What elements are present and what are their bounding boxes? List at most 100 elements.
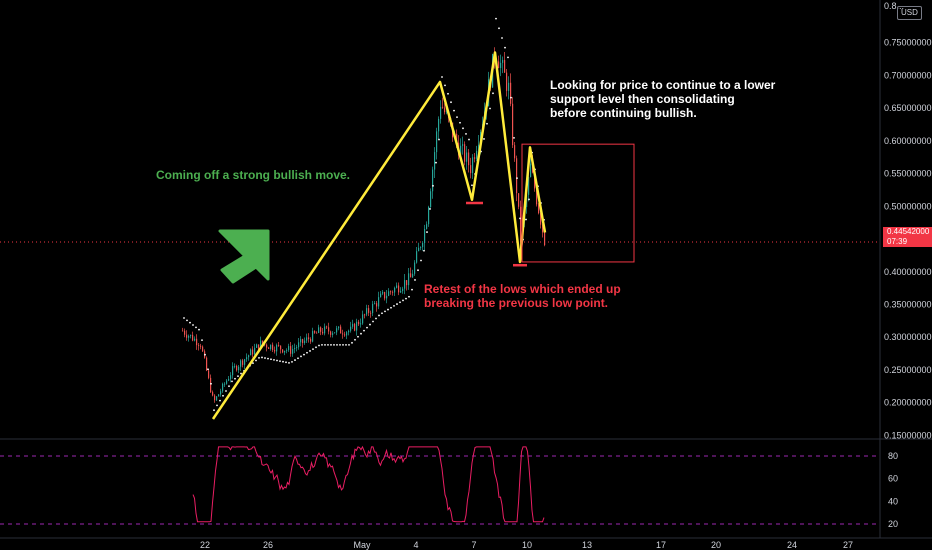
time-tick-label: 7 [471, 540, 476, 550]
candle-body [352, 323, 354, 327]
candle-body [542, 224, 544, 233]
sar-dot [435, 161, 437, 164]
sar-dot [363, 329, 365, 332]
candles [182, 47, 546, 403]
sar-dot [267, 357, 269, 360]
sar-dot [195, 326, 197, 329]
price-tick-label: 0.50000000 [884, 201, 932, 211]
candle-body [294, 348, 296, 349]
sar-dot [210, 382, 212, 385]
sar-dot [231, 380, 233, 383]
sar-dot [225, 390, 227, 392]
candle-body [232, 366, 234, 376]
candle-body [220, 391, 222, 395]
candle-body [506, 72, 508, 91]
candle-body [498, 61, 500, 69]
sar-dot [483, 138, 485, 140]
sar-dot [336, 343, 338, 346]
candle-body [540, 213, 542, 225]
sar-dot [468, 138, 470, 141]
price-tick-label: 0.25000000 [884, 365, 932, 375]
candle-body [408, 273, 410, 286]
sar-dot [387, 308, 389, 311]
sar-dot [525, 218, 527, 221]
candle-body [246, 357, 248, 360]
sar-dot [348, 343, 350, 346]
sar-dot [498, 27, 500, 30]
sar-dot [285, 361, 287, 364]
candle-body [228, 378, 230, 381]
candle-body [198, 345, 200, 346]
sar-dot [255, 359, 257, 362]
candle-body [446, 111, 448, 113]
candle-body [462, 144, 464, 146]
candle-body [516, 158, 518, 194]
candle-body [334, 332, 336, 334]
candle-body [440, 106, 442, 119]
candle-body [308, 337, 310, 340]
sar-dot [432, 184, 434, 187]
bullish-arrow-icon [218, 229, 270, 284]
sar-dot [354, 338, 356, 341]
sar-dot [276, 359, 278, 362]
candle-body [474, 157, 476, 159]
sar-dot [429, 208, 431, 210]
sar-dot [360, 332, 362, 335]
sar-dot [303, 353, 305, 356]
sar-dot [228, 385, 230, 388]
candle-body [250, 349, 252, 356]
candle-body [206, 357, 208, 371]
candle-body [254, 347, 256, 355]
candle-body [312, 331, 314, 342]
sar-dot [351, 341, 353, 344]
sar-dot [339, 343, 341, 346]
sar-dot [219, 399, 221, 402]
price-tick-label: 0.55000000 [884, 169, 932, 179]
sar-dot [297, 357, 299, 360]
sar-dot [501, 37, 503, 39]
sar-dot [192, 324, 194, 326]
sar-dot [420, 259, 422, 262]
candle-body [310, 339, 312, 342]
candle-body [324, 326, 326, 334]
candle-body [398, 285, 400, 293]
sar-dot [357, 335, 359, 338]
candle-body [336, 328, 338, 333]
candle-body [430, 191, 432, 208]
candle-body [326, 326, 328, 328]
candle-body [266, 344, 268, 348]
candle-body [314, 331, 316, 333]
candle-body [520, 206, 522, 242]
sar-dot [495, 17, 497, 20]
candle-body [362, 314, 364, 324]
candle-body [306, 337, 308, 341]
candle-body [378, 297, 380, 307]
candle-body [530, 163, 532, 178]
candle-body [410, 273, 412, 278]
candle-body [274, 350, 276, 352]
time-axis[interactable]: 22 26 May 4 7 10 13 17 20 24 27 [200, 540, 853, 550]
sar-dot [516, 177, 518, 180]
bar-countdown: 07:39 [887, 237, 908, 246]
sar-dot [207, 368, 209, 371]
candle-body [390, 291, 392, 293]
sar-dot [282, 360, 284, 363]
candle-body [368, 308, 370, 313]
sar-dot [291, 361, 293, 363]
candle-body [320, 327, 322, 332]
sar-dot [375, 317, 377, 320]
candle-body [468, 152, 470, 166]
sar-dot [393, 305, 395, 307]
sar-dot [306, 351, 308, 354]
candle-body [504, 60, 506, 73]
sar-dot [411, 288, 413, 291]
candle-body [268, 347, 270, 349]
candle-body [332, 333, 334, 335]
candle-body [330, 331, 332, 335]
sar-dot [504, 46, 506, 49]
candle-body [348, 330, 350, 333]
price-axis[interactable]: 0.75000000 0.70000000 0.65000000 0.60000000… [884, 1, 932, 529]
candle-body [202, 346, 204, 352]
sar-dot [216, 404, 218, 407]
